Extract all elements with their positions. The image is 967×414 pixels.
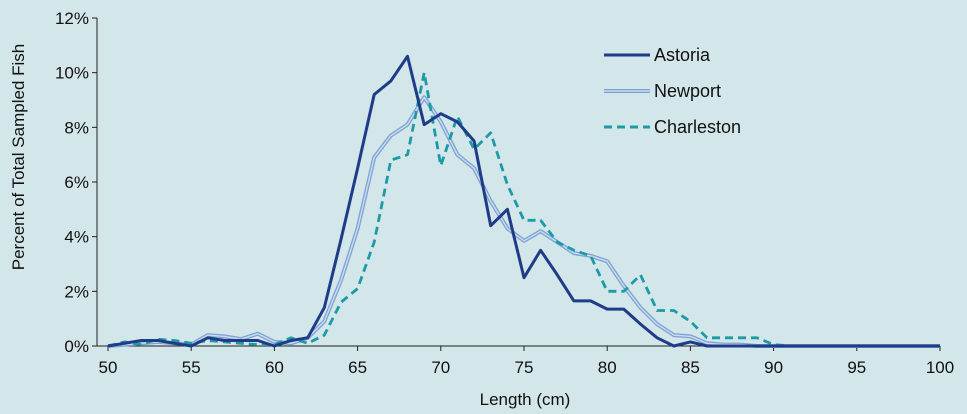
series-line-charleston bbox=[107, 71, 940, 348]
y-tick-label: 2% bbox=[64, 282, 89, 301]
x-tick-label: 80 bbox=[598, 358, 617, 377]
legend-label-charleston: Charleston bbox=[654, 117, 741, 137]
y-tick-label: 8% bbox=[64, 118, 89, 137]
x-tick-label: 75 bbox=[515, 358, 534, 377]
y-tick-label: 12% bbox=[55, 9, 89, 28]
x-axis-title: Length (cm) bbox=[480, 390, 571, 409]
axes: 0% 2% 4% 6% 8% 10% 12% 50 55 60 65 70 75 80 85 90 95 100 bbox=[55, 9, 954, 377]
x-tick-label: 95 bbox=[847, 358, 866, 377]
series-layer bbox=[107, 54, 940, 348]
legend-label-newport: Newport bbox=[654, 81, 721, 101]
x-tick-label: 85 bbox=[681, 358, 700, 377]
y-tick-label: 6% bbox=[64, 173, 89, 192]
y-axis-title: Percent of Total Sampled Fish bbox=[9, 44, 28, 270]
y-tick-label: 4% bbox=[64, 228, 89, 247]
x-tick-label: 70 bbox=[431, 358, 450, 377]
x-tick-label: 100 bbox=[926, 358, 954, 377]
legend-label-astoria: Astoria bbox=[654, 45, 711, 65]
x-tick-label: 60 bbox=[265, 358, 284, 377]
y-tick-label: 0% bbox=[64, 337, 89, 356]
x-tick-label: 65 bbox=[348, 358, 367, 377]
x-tick-label: 90 bbox=[764, 358, 783, 377]
series-line-newport-outline bbox=[107, 95, 940, 348]
x-tick-label: 50 bbox=[99, 358, 118, 377]
x-tick-label: 55 bbox=[182, 358, 201, 377]
series-line-astoria bbox=[107, 54, 940, 348]
legend: Astoria Newport Charleston bbox=[604, 45, 741, 137]
y-tick-label: 10% bbox=[55, 64, 89, 83]
series-line-newport bbox=[107, 96, 940, 347]
